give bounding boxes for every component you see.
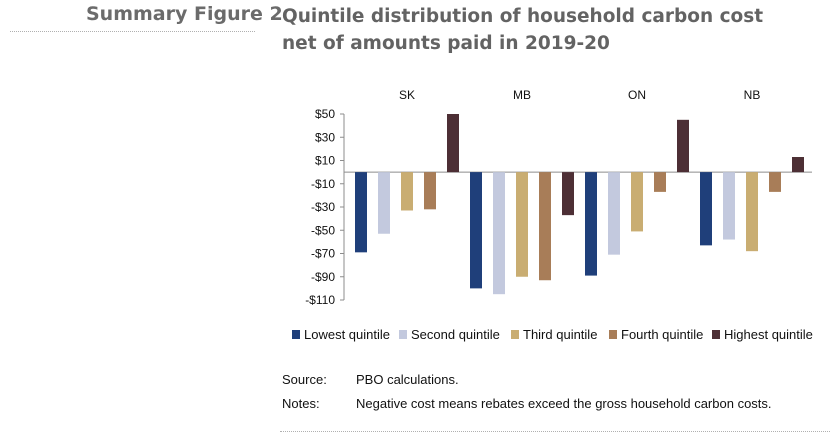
bar-nb-second-quintile xyxy=(723,172,735,240)
bar-mb-second-quintile xyxy=(493,172,505,295)
legend-label: Third quintile xyxy=(523,327,597,342)
bar-on-second-quintile xyxy=(608,172,620,255)
y-tick-label: -$110 xyxy=(305,293,335,307)
figure-title: Quintile distribution of household carbo… xyxy=(282,6,764,54)
bar-nb-third-quintile xyxy=(746,172,758,252)
category-label-nb: NB xyxy=(744,88,761,102)
legend-swatch xyxy=(511,330,519,339)
bar-sk-third-quintile xyxy=(401,172,413,211)
chart: $50 $30 $10 -$10 -$30 -$50 -$70 -$90 -$110 SK MB ON… xyxy=(292,88,813,342)
y-tick-label: -$70 xyxy=(311,247,335,261)
bar-sk-fourth-quintile xyxy=(424,172,436,210)
bar-on-fourth-quintile xyxy=(654,172,666,192)
bar-on-highest-quintile xyxy=(677,119,689,173)
notes-label: Notes: xyxy=(282,396,320,411)
bar-mb-third-quintile xyxy=(516,172,528,277)
legend-swatch xyxy=(712,330,720,339)
bar-mb-highest-quintile xyxy=(562,172,574,216)
legend-label: Lowest quintile xyxy=(304,327,390,342)
legend-swatch xyxy=(609,330,617,339)
bar-nb-highest-quintile xyxy=(792,157,804,173)
bar-sk-lowest-quintile xyxy=(355,172,367,253)
bar-nb-lowest-quintile xyxy=(700,172,712,246)
bar-mb-fourth-quintile xyxy=(539,172,551,281)
source-label: Source: xyxy=(282,372,327,387)
legend-label: Highest quintile xyxy=(724,327,813,342)
y-tick-label: -$10 xyxy=(311,177,335,191)
bar-mb-lowest-quintile xyxy=(470,172,482,289)
bar-on-lowest-quintile xyxy=(585,172,597,276)
y-tick-label: -$50 xyxy=(311,223,335,237)
category-label-on: ON xyxy=(628,88,646,102)
figure-label: Summary Figure 2 xyxy=(86,3,283,25)
divider-bottom xyxy=(280,431,830,432)
source-text: PBO calculations. xyxy=(356,372,459,387)
legend-swatch xyxy=(399,330,407,339)
divider-left xyxy=(10,31,255,32)
y-tick-label: -$90 xyxy=(311,270,335,284)
legend-label: Second quintile xyxy=(411,327,500,342)
bar-sk-second-quintile xyxy=(378,172,390,234)
legend-swatch xyxy=(292,330,300,339)
bar-on-third-quintile xyxy=(631,172,643,232)
y-tick-label: -$30 xyxy=(311,200,335,214)
category-label-mb: MB xyxy=(513,88,531,102)
y-tick-label: $30 xyxy=(315,130,335,144)
category-label-sk: SK xyxy=(399,88,415,102)
legend-label: Fourth quintile xyxy=(621,327,703,342)
notes-text: Negative cost means rebates exceed the g… xyxy=(356,396,772,411)
y-tick-label: $50 xyxy=(315,107,335,121)
bar-sk-highest-quintile xyxy=(447,114,459,173)
bar-nb-fourth-quintile xyxy=(769,172,781,192)
y-tick-label: $10 xyxy=(315,154,335,168)
